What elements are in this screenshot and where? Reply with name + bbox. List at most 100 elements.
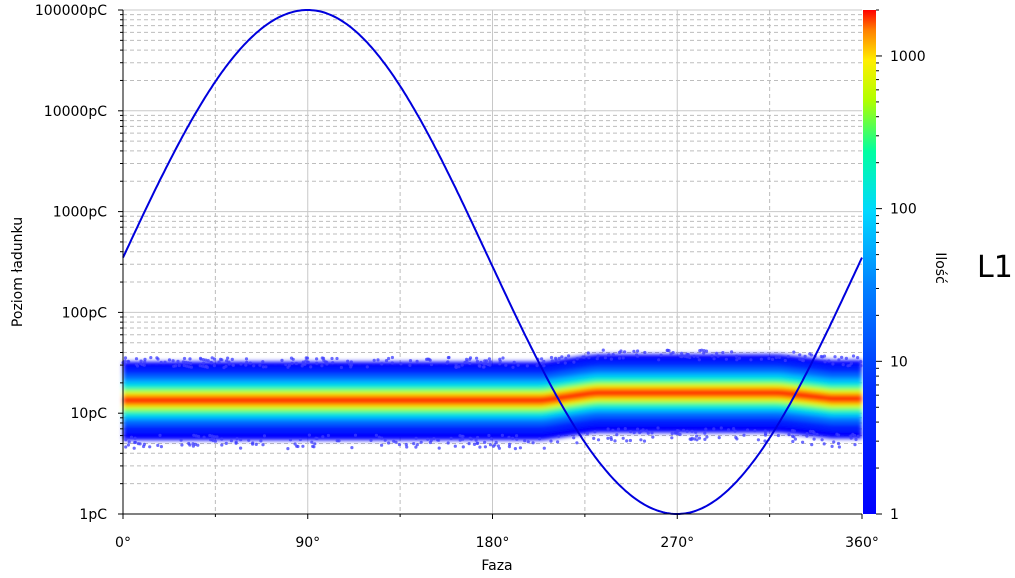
scatter-point [851, 354, 856, 358]
scatter-point [320, 364, 324, 368]
scatter-point [432, 437, 436, 441]
scatter-point [721, 351, 725, 355]
scatter-point [815, 432, 819, 436]
density-layer [123, 390, 862, 403]
scatter-point [567, 354, 571, 358]
scatter-point [377, 435, 381, 439]
scatter-point [353, 433, 358, 437]
scatter-point [205, 365, 209, 369]
scatter-point [182, 356, 187, 361]
scatter-point [646, 431, 650, 435]
scatter-point [670, 436, 674, 440]
scatter-point [636, 349, 640, 353]
y-tick-label: 1000pC [53, 205, 108, 221]
scatter-point [628, 438, 633, 443]
scatter-point [437, 446, 441, 450]
scatter-point [339, 365, 343, 370]
scatter-point [390, 361, 394, 365]
scatter-point [123, 359, 127, 363]
scatter-point [636, 427, 640, 431]
scatter-point [449, 436, 453, 440]
scatter-point [623, 350, 627, 354]
scatter-point [690, 429, 694, 433]
scatter-point [777, 355, 782, 359]
scatter-point [609, 437, 614, 442]
scatter-point [288, 438, 293, 442]
scatter-point [262, 434, 267, 438]
scatter-point [245, 360, 249, 364]
scatter-point [756, 438, 761, 442]
scatter-point [564, 356, 568, 360]
scatter-point [498, 357, 502, 361]
scatter-point [326, 433, 330, 438]
scatter-point [305, 356, 310, 360]
scatter-point [490, 437, 494, 441]
scatter-point [304, 359, 308, 363]
scatter-point [220, 443, 224, 447]
scatter-point [753, 429, 757, 433]
scatter-point [149, 356, 153, 360]
density-band [123, 354, 862, 441]
scatter-point [585, 431, 590, 436]
scatter-point [179, 438, 183, 442]
scatter-point [820, 438, 824, 442]
scatter-point [516, 363, 520, 367]
scatter-point [698, 349, 702, 353]
scatter-point [623, 427, 627, 431]
scatter-point [446, 356, 450, 360]
scatter-point [715, 351, 719, 355]
scatter-point [702, 349, 706, 353]
scatter-point [549, 439, 553, 443]
scatter-point [746, 428, 750, 432]
scatter-point [596, 438, 601, 442]
scatter-point [315, 361, 319, 365]
scatter-point [453, 444, 457, 448]
scatter-point [525, 364, 529, 368]
axes: 1pC 10pC 100pC 1000pC 10000pC 100000pC 0° 90° 18… [35, 3, 879, 551]
scatter-point [526, 440, 530, 444]
scatter-point [123, 356, 128, 360]
scatter-point [575, 441, 579, 445]
scatter-point [792, 350, 796, 354]
scatter-point [712, 357, 716, 361]
scatter-point [458, 438, 462, 442]
scatter-point [493, 443, 497, 447]
scatter-point [859, 360, 863, 364]
scatter-point [445, 361, 449, 365]
scatter-point [264, 365, 268, 369]
scatter-point [159, 445, 163, 449]
scatter-point [734, 435, 738, 439]
scatter-point [508, 442, 512, 446]
scatter-point [770, 357, 775, 361]
scatter-point [680, 355, 684, 359]
scatter-point [856, 356, 860, 360]
scatter-point [254, 442, 258, 446]
scatter-point [346, 359, 350, 363]
scatter-point [811, 429, 815, 434]
scatter-point [733, 429, 737, 433]
scatter-point [217, 360, 221, 364]
scatter-point [293, 442, 297, 446]
scatter-point [322, 358, 326, 362]
scatter-point [296, 444, 300, 449]
scatter-point [803, 354, 807, 358]
scatter-point [289, 356, 294, 360]
scatter-point [837, 445, 842, 449]
scatter-point [446, 441, 450, 445]
scatter-point [820, 355, 825, 359]
scatter-point [349, 363, 354, 367]
scatter-point [148, 445, 152, 449]
scatter-point [496, 444, 500, 448]
scatter-point [163, 360, 167, 364]
scatter-point [483, 440, 487, 444]
scatter-point [321, 435, 325, 439]
scatter-point [697, 358, 701, 362]
scatter-point [657, 358, 661, 362]
scatter-point [651, 435, 655, 439]
scatter-point [186, 361, 190, 365]
scatter-point [682, 428, 686, 432]
scatter-point [688, 355, 692, 360]
scatter-point [133, 436, 137, 440]
scatter-point [554, 358, 558, 362]
scatter-point [716, 354, 720, 358]
